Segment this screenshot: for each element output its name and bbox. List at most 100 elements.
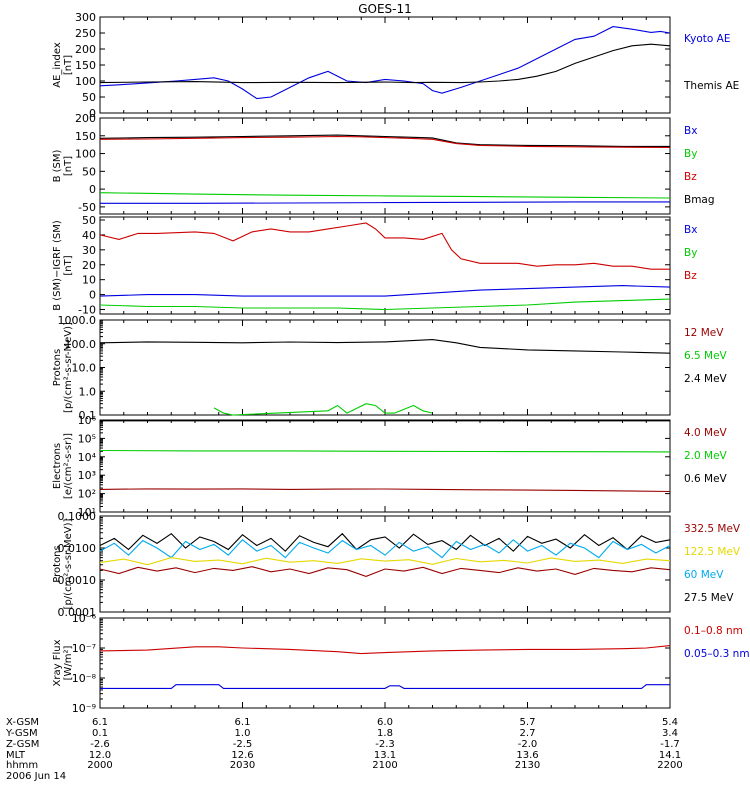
y-tick-label: 1000.0 (58, 314, 97, 327)
y-tick-label: 250 (75, 27, 96, 40)
y-axis-label: [nT] (63, 255, 74, 275)
series-line-bx (99, 285, 671, 297)
y-tick-label: 0 (89, 107, 96, 120)
series-line-bmag (99, 134, 670, 147)
y-axis-label: [nT] (63, 55, 74, 75)
x-tick-label: 13.6 (516, 750, 538, 761)
y-tick-label: 1.0 (79, 385, 97, 398)
legend-entry: Bx (684, 125, 697, 137)
legend-entry: 6.5 MeV (684, 350, 728, 362)
panel-3: -10 0 10 20 30 40 50 B (SM)−IGRF (SM) [nT] Bx By Bz (52, 214, 697, 317)
x-tick-label: 14.1 (659, 750, 681, 761)
y-axis-label: [p/(cm²-s-sr-MeV)] (63, 322, 74, 413)
x-tick-label: 2.7 (520, 728, 536, 739)
y-tick-label: 0.0010 (58, 574, 97, 587)
panel-7: 10⁻⁹ 10⁻⁸ 10⁻⁷ 10⁻⁶ Xray Flux [W/m²] 0.1–0.8 n… (52, 612, 750, 715)
series-line-bz (99, 135, 671, 149)
y-tick-label: 10⁶ (78, 414, 97, 427)
y-tick-label: 10² (78, 488, 96, 501)
panel-1: 0 50 100 150 200 250 300 AE_index [nT] Kyoto AE Th… (52, 11, 739, 120)
x-tick-label: 13.1 (374, 750, 396, 761)
legend-entry: Themis AE (683, 80, 739, 92)
y-tick-label: 100 (75, 148, 96, 161)
y-tick-label: 200 (75, 43, 96, 56)
x-tick-label: 2000 (87, 760, 112, 771)
series-line-themis-ae (99, 43, 671, 84)
y-axis-label: Protons (52, 545, 63, 582)
y-tick-label: 0.1000 (58, 510, 97, 523)
y-axis-label: Electrons (52, 443, 63, 489)
panel-frame (99, 117, 671, 215)
series-line-by (99, 298, 671, 311)
panel-5: 10¹ 10² 10³ 10⁴ 10⁵ 10⁶ Electrons [e/(cm²-s-sr)… (52, 414, 728, 519)
legend-entry: 122.5 MeV (684, 546, 741, 558)
y-tick-label: 300 (75, 11, 96, 24)
x-tick-label: 1.8 (377, 728, 393, 739)
y-axis-label: B (SM)−IGRF (SM) (52, 220, 63, 311)
y-axis-label: [p/(cm²-s-sr-MeV)] (63, 518, 74, 609)
x-tick-label: 3.4 (662, 728, 678, 739)
y-tick-label: 10 (82, 274, 96, 287)
y-tick-label: 150 (75, 130, 96, 143)
x-tick-label: 5.4 (662, 717, 678, 728)
panel-2: -50 0 50 100 150 200 B (SM) [nT] Bx By Bz Bmag (52, 112, 715, 215)
legend-entry: 0.05–0.3 nm (684, 648, 750, 660)
series-line-kyoto-ae (99, 26, 671, 100)
legend-entry: 4.0 MeV (684, 427, 728, 439)
series-line-0-1-0-8-nm (99, 645, 671, 655)
y-tick-label: 10⁻⁸ (72, 672, 97, 685)
x-tick-label: 0.1 (92, 728, 108, 739)
series-line-27-5-mev (99, 532, 671, 552)
series-line-6-5-mev (213, 403, 433, 416)
y-tick-label: 0 (89, 289, 96, 302)
y-axis-label: AE_index (52, 42, 63, 88)
legend-entry: Bz (684, 270, 697, 282)
legend-entry: 332.5 MeV (684, 523, 741, 535)
legend-entry: Bz (684, 171, 697, 183)
panel-frame (99, 419, 671, 513)
y-tick-label: 10⁻⁶ (72, 612, 97, 625)
series-line-bx (100, 201, 670, 204)
y-axis-label: B (SM) (52, 149, 63, 182)
x-tick-label: 2030 (230, 760, 255, 771)
chart-title: GOES-11 (358, 2, 412, 16)
x-row-label: Y-GSM (5, 728, 38, 739)
series-line-by (99, 192, 671, 199)
y-tick-label: 50 (82, 214, 96, 227)
series-line-2-4-mev (99, 339, 671, 354)
panel-frame (99, 319, 671, 416)
y-tick-label: 50 (82, 165, 96, 178)
legend-entry: 27.5 MeV (684, 592, 734, 604)
y-tick-label: 30 (82, 244, 96, 257)
y-axis-label: [e/(cm²-s-sr)] (63, 433, 74, 499)
y-tick-label: 0.0001 (58, 606, 97, 619)
y-tick-label: 10⁵ (78, 432, 96, 445)
series-line-60-mev (99, 539, 671, 559)
y-tick-label: -50 (78, 201, 96, 214)
legend-entry: Kyoto AE (684, 33, 730, 45)
x-tick-label: 2100 (372, 760, 397, 771)
series-line-0-05-0-3-nm (100, 684, 670, 689)
legend-entry: 2.0 MeV (684, 450, 728, 462)
x-tick-label: 5.7 (520, 717, 536, 728)
y-tick-label: 100 (75, 75, 96, 88)
y-axis-label: [W/m²] (63, 645, 74, 680)
y-tick-label: 200 (75, 112, 96, 125)
legend-entry: Bx (684, 224, 697, 236)
y-tick-label: 0 (89, 183, 96, 196)
legend-entry: Bmag (684, 194, 715, 206)
y-axis-label: Xray Flux (52, 639, 63, 686)
y-tick-label: 10.0 (72, 362, 97, 375)
series-line-332-5-mev (99, 566, 671, 577)
series-line-2-0-mev (99, 449, 671, 453)
panel-4: 0.1 1.0 10.0 100.0 1000.0 Protons [p/(cm²-s-sr… (52, 314, 728, 422)
x-row-label: hhmm (6, 760, 38, 771)
x-tick-label: 2200 (657, 760, 682, 771)
series-line-4-0-mev (99, 488, 671, 493)
x-tick-label: 12.6 (231, 750, 253, 761)
panel-6: 0.0001 0.0010 0.0100 0.1000 Protons [p/(cm²-s… (52, 510, 741, 619)
panel-frame (99, 617, 671, 709)
x-tick-label: -1.7 (660, 739, 680, 750)
y-tick-label: 10⁻⁷ (72, 642, 96, 655)
